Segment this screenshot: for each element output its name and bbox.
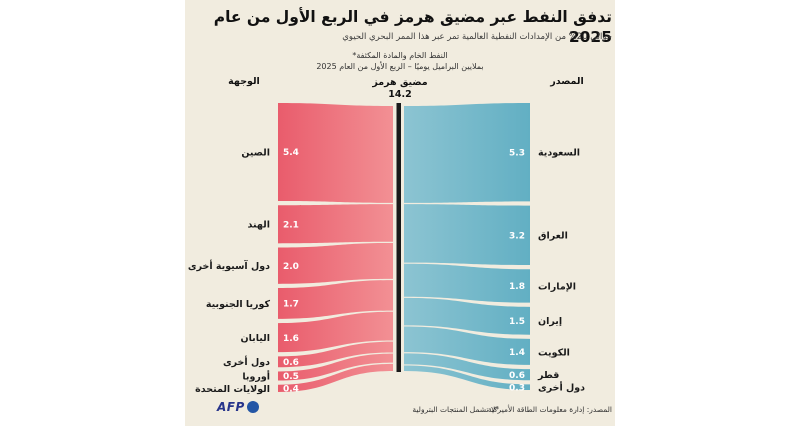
- note-units: بملايين البراميل يوميًا – الربع الأول من…: [316, 62, 484, 71]
- afp-logo-text: AFP: [217, 400, 245, 414]
- footnote: *لا تشمل المنتجات البترولية: [412, 405, 499, 414]
- column-header-source: المصدر: [550, 76, 584, 87]
- column-header-destination: الوجهة: [228, 76, 260, 87]
- column-header-strait: مضيق هرمز: [372, 77, 428, 88]
- afp-logo: AFP: [217, 400, 259, 414]
- afp-globe-icon: [246, 401, 259, 413]
- strait-total-value: 14.2: [388, 89, 412, 100]
- page-title: تدفق النفط عبر مضيق هرمز في الربع الأول …: [213, 8, 612, 47]
- subtitle: حوالي 20% من الإمدادات النفطية العالمية …: [342, 32, 612, 42]
- infographic-panel: تدفق النفط عبر مضيق هرمز في الربع الأول …: [185, 0, 615, 426]
- note-crude-condensate: النفط الخام والمادة المكثفة*: [352, 51, 448, 60]
- source-credit: المصدر: إدارة معلومات الطاقة الأميركية: [487, 405, 612, 414]
